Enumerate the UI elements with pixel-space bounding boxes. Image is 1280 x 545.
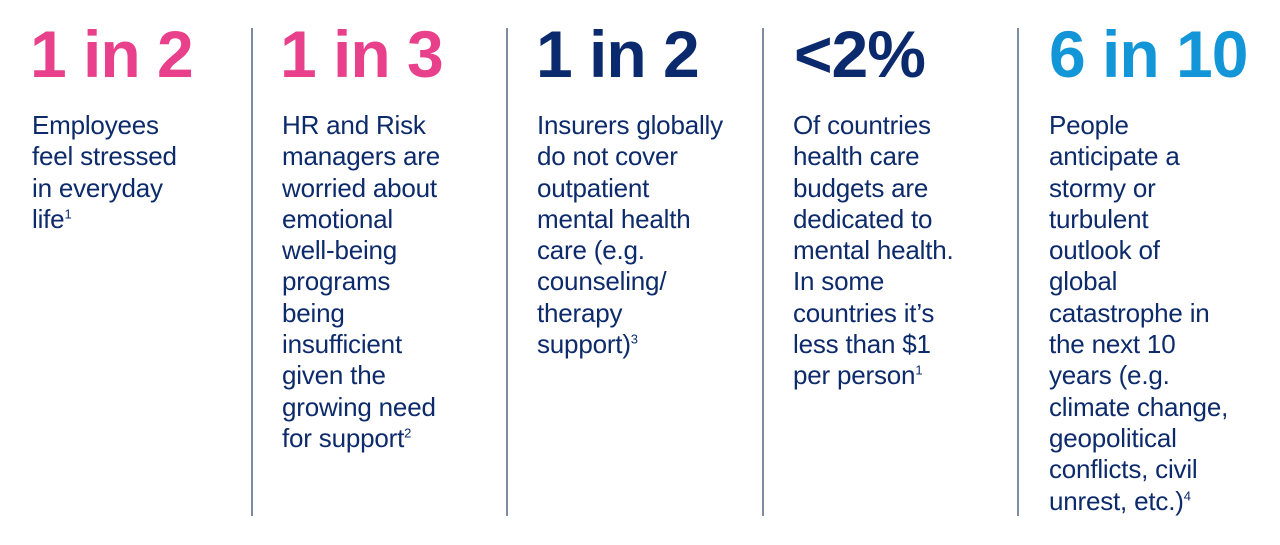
stat-value: 1 in 2 — [536, 17, 700, 91]
column-divider — [1017, 28, 1019, 516]
footnote-marker: 3 — [630, 331, 638, 347]
stat-column-insurers: 1 in 2 Insurers globally do not cover ou… — [508, 0, 762, 545]
stat-description-text: Insurers globally do not cover outpatien… — [537, 110, 723, 360]
stat-description: Employees feel stressed in everyday life… — [32, 110, 247, 235]
stat-description: HR and Risk managers are worried about e… — [282, 110, 502, 454]
stat-value: 1 in 2 — [30, 17, 194, 91]
footnote-marker: 1 — [64, 206, 72, 222]
footnote-marker: 4 — [1183, 487, 1191, 503]
stat-column-employees-stressed: 1 in 2 Employees feel stressed in everyd… — [0, 0, 251, 545]
stat-description: Insurers globally do not cover outpatien… — [537, 110, 761, 360]
stat-description-text: Employees feel stressed in everyday life — [32, 110, 177, 234]
stat-value: 1 in 3 — [280, 17, 444, 91]
stat-column-health-budgets: <2% Of countries health care budgets are… — [764, 0, 1017, 545]
stat-description: People anticipate a stormy or turbulent … — [1049, 110, 1277, 517]
footnote-marker: 2 — [404, 425, 412, 441]
stat-value: <2% — [794, 17, 926, 91]
column-divider — [251, 28, 253, 516]
column-divider — [762, 28, 764, 516]
footnote-marker: 1 — [915, 362, 923, 378]
stat-column-global-catastrophe: 6 in 10 People anticipate a stormy or tu… — [1019, 0, 1280, 545]
stat-value: 6 in 10 — [1049, 17, 1248, 91]
stat-description-text: Of countries health care budgets are ded… — [793, 110, 954, 391]
column-divider — [506, 28, 508, 516]
stat-description-text: People anticipate a stormy or turbulent … — [1049, 110, 1229, 516]
stat-description-text: HR and Risk managers are worried about e… — [282, 110, 441, 453]
stat-description: Of countries health care budgets are ded… — [793, 110, 1015, 392]
stat-column-hr-risk-managers: 1 in 3 HR and Risk managers are worried … — [253, 0, 506, 545]
